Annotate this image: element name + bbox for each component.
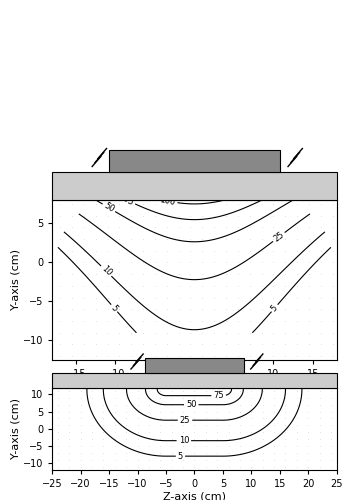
- Text: 75: 75: [213, 391, 224, 400]
- X-axis label: X-axis (cm): X-axis (cm): [163, 382, 226, 392]
- Text: 5: 5: [109, 303, 119, 313]
- Y-axis label: Y-axis (cm): Y-axis (cm): [10, 250, 20, 310]
- X-axis label: Z-axis (cm): Z-axis (cm): [163, 492, 226, 500]
- Text: 25: 25: [272, 230, 286, 243]
- Text: 50: 50: [186, 400, 197, 409]
- Y-axis label: Y-axis (cm): Y-axis (cm): [10, 398, 20, 459]
- Text: 75: 75: [122, 194, 135, 207]
- Text: 25: 25: [180, 416, 190, 424]
- Text: 5: 5: [270, 303, 280, 313]
- Text: 5: 5: [178, 452, 183, 460]
- Text: 10: 10: [99, 264, 113, 278]
- Text: 100: 100: [159, 195, 176, 207]
- Text: 10: 10: [179, 436, 189, 445]
- Text: 50: 50: [102, 202, 116, 214]
